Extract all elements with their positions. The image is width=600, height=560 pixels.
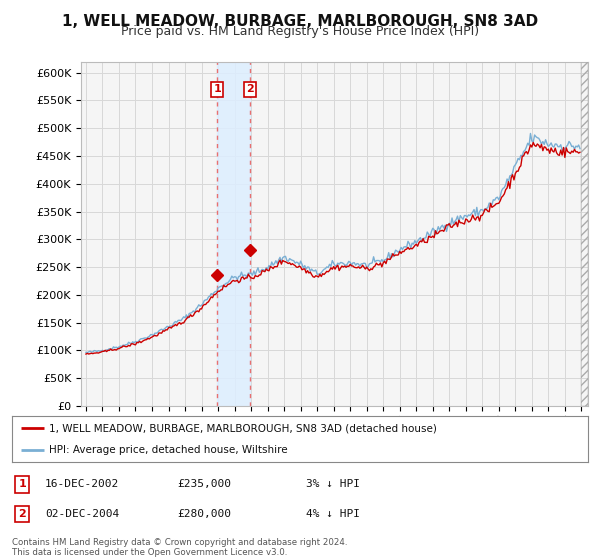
Text: HPI: Average price, detached house, Wiltshire: HPI: Average price, detached house, Wilt… (49, 445, 288, 455)
Text: £235,000: £235,000 (177, 479, 231, 489)
Text: 3% ↓ HPI: 3% ↓ HPI (306, 479, 360, 489)
Text: Price paid vs. HM Land Registry's House Price Index (HPI): Price paid vs. HM Land Registry's House … (121, 25, 479, 38)
Text: 4% ↓ HPI: 4% ↓ HPI (306, 509, 360, 519)
Text: 2: 2 (19, 509, 26, 519)
Text: 2: 2 (246, 85, 254, 95)
Text: 1: 1 (214, 85, 221, 95)
Text: 1, WELL MEADOW, BURBAGE, MARLBOROUGH, SN8 3AD (detached house): 1, WELL MEADOW, BURBAGE, MARLBOROUGH, SN… (49, 423, 437, 433)
Text: 1, WELL MEADOW, BURBAGE, MARLBOROUGH, SN8 3AD: 1, WELL MEADOW, BURBAGE, MARLBOROUGH, SN… (62, 14, 538, 29)
Text: 02-DEC-2004: 02-DEC-2004 (45, 509, 119, 519)
Text: 16-DEC-2002: 16-DEC-2002 (45, 479, 119, 489)
Bar (217, 62, 250, 406)
Text: 1: 1 (19, 479, 26, 489)
Text: Contains HM Land Registry data © Crown copyright and database right 2024.
This d: Contains HM Land Registry data © Crown c… (12, 538, 347, 557)
Text: £280,000: £280,000 (177, 509, 231, 519)
